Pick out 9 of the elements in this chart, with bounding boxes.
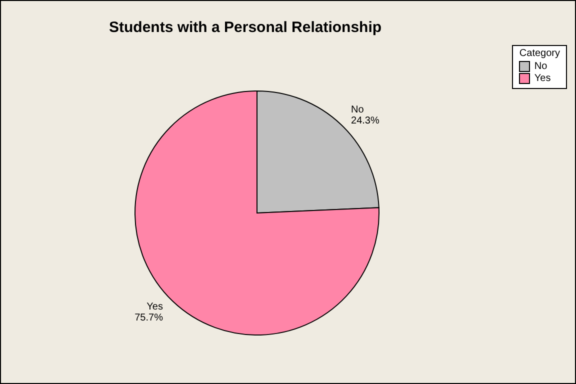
data-label: 75.7%	[134, 312, 164, 324]
data-label: 24.3%	[351, 116, 380, 127]
chart-title: Students with a Personal Relationship	[109, 19, 382, 36]
pie-slice	[134, 90, 380, 336]
legend-title: Category	[519, 48, 560, 59]
slice-label: No	[351, 104, 364, 116]
legend-label: Yes	[534, 73, 551, 84]
legend-label: No	[534, 61, 548, 72]
slice-label: Yes	[146, 301, 163, 312]
